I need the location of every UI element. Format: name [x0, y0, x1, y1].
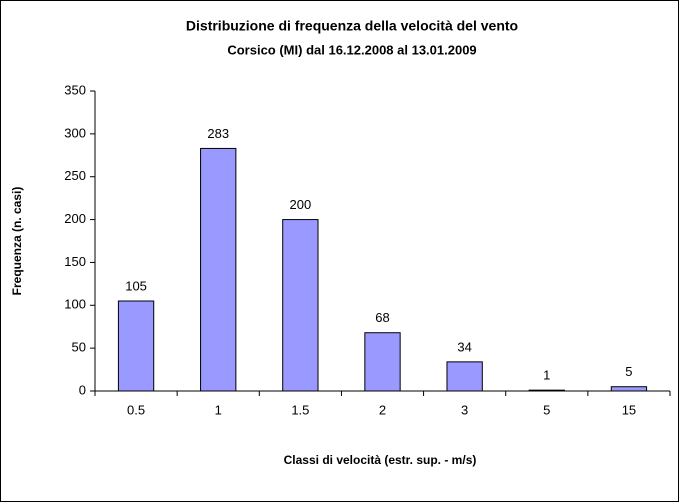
data-label: 1	[543, 368, 550, 383]
x-tick-label: 3	[461, 402, 468, 417]
bar	[364, 332, 401, 392]
data-label: 105	[125, 278, 147, 293]
y-tick-label: 0	[79, 382, 86, 397]
data-label: 5	[625, 364, 632, 379]
x-axis-label: Classi di velocità (estr. sup. - m/s)	[284, 453, 477, 467]
y-tick-label: 350	[64, 82, 86, 97]
chart-subtitle: Corsico (MI) dal 16.12.2008 al 13.01.200…	[227, 42, 476, 57]
bar	[610, 386, 648, 392]
y-axis-label: Frequenza (n. casi)	[10, 187, 24, 296]
bar	[282, 219, 319, 392]
data-label: 34	[457, 339, 471, 354]
data-label: 68	[375, 310, 389, 325]
y-tick-label: 300	[64, 125, 86, 140]
chart-title: Distribuzione di frequenza della velocit…	[186, 18, 518, 34]
x-tick-label: 0.5	[127, 402, 145, 417]
x-tick-label: 5	[543, 402, 550, 417]
bar	[117, 300, 155, 392]
bar	[446, 361, 483, 392]
x-tick-label: 2	[379, 402, 386, 417]
y-tick-label: 50	[72, 340, 86, 355]
x-tick-label: 1	[215, 402, 222, 417]
data-label: 200	[290, 197, 312, 212]
x-tick-label: 15	[622, 402, 636, 417]
y-tick-label: 100	[64, 297, 86, 312]
bar	[528, 389, 565, 392]
data-label: 283	[207, 126, 229, 141]
y-tick-label: 200	[64, 211, 86, 226]
bar	[200, 147, 237, 392]
y-tick-label: 150	[64, 254, 86, 269]
y-tick-label: 250	[64, 168, 86, 183]
x-tick-label: 1.5	[291, 402, 309, 417]
